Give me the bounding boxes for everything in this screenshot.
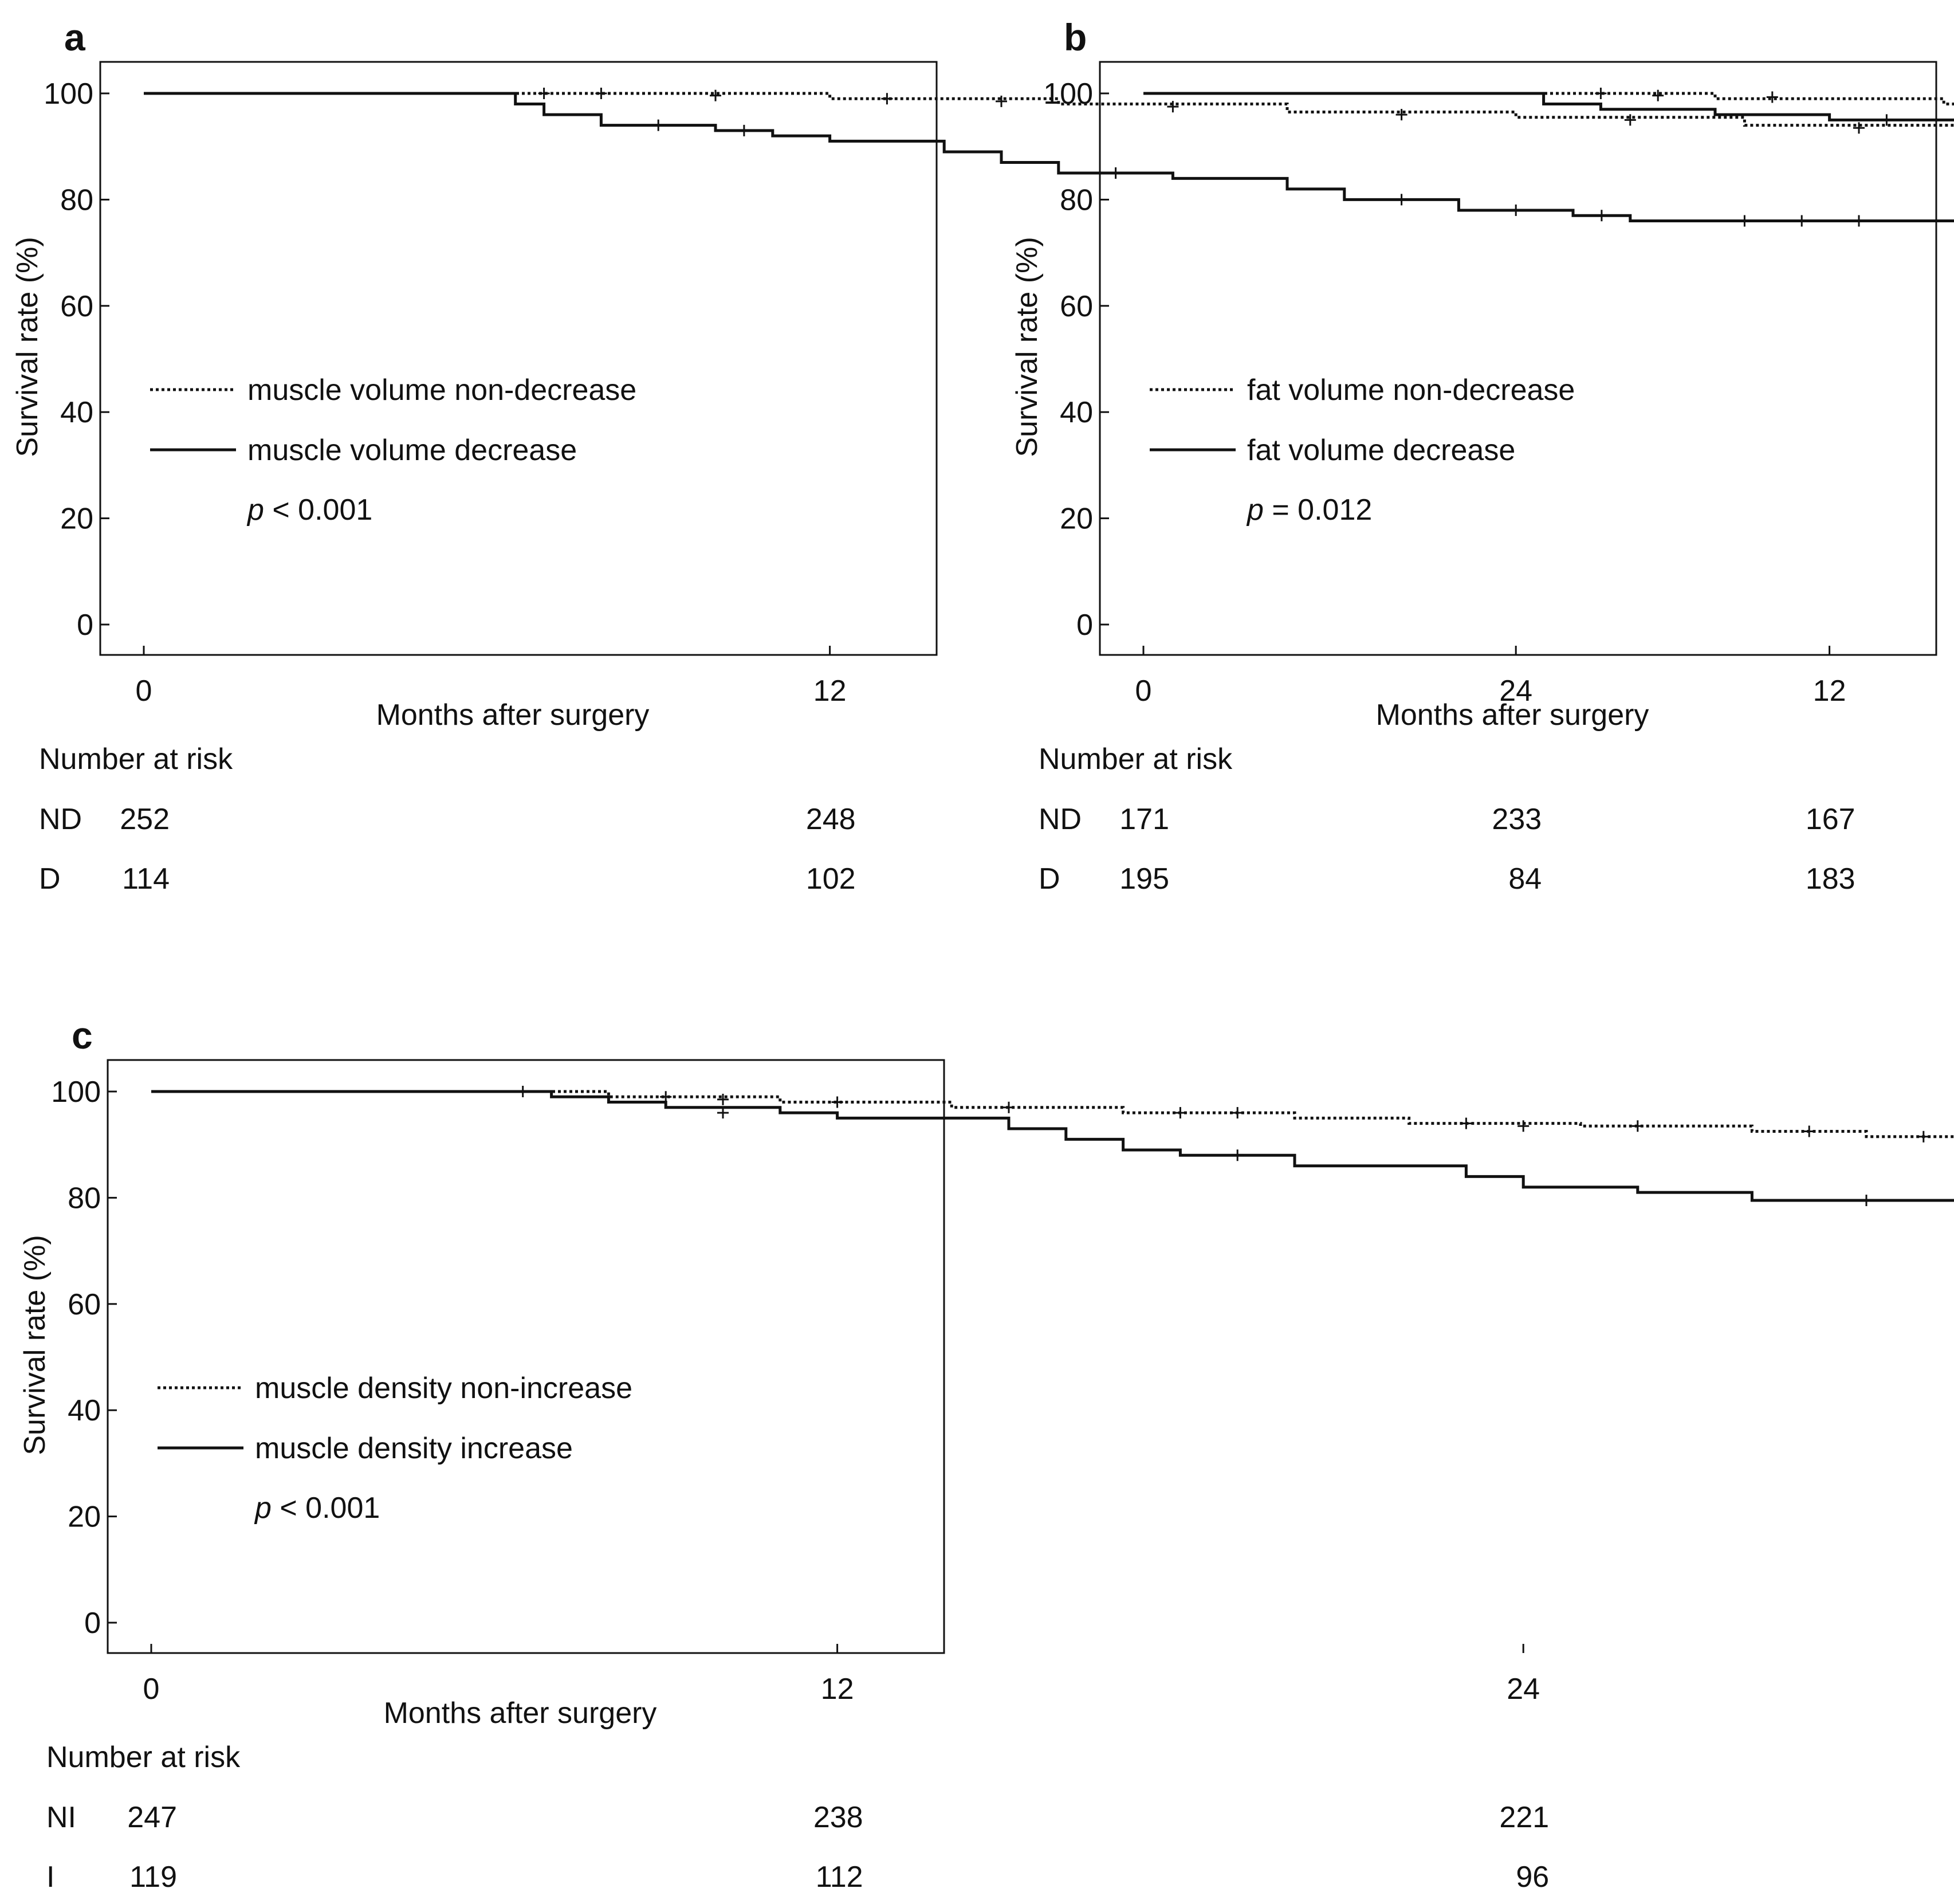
risk-row-label: ND — [39, 803, 82, 836]
series-line-dotted — [144, 92, 1954, 127]
risk-count: 102 — [806, 862, 856, 896]
p-value-annotation: p < 0.001 — [246, 493, 372, 527]
x-tick-label: 12 — [1813, 674, 1846, 708]
p-symbol: p — [1246, 493, 1264, 527]
risk-count: 96 — [1516, 1860, 1549, 1894]
y-axis-title: Survival rate (%) — [18, 1235, 52, 1455]
panel-label: b — [1064, 16, 1087, 58]
x-axis-title: Months after surgery — [1376, 698, 1649, 732]
p-symbol: p — [246, 493, 264, 527]
legend-label: muscle volume non-decrease — [247, 374, 636, 407]
risk-count: 183 — [1806, 862, 1855, 896]
series-line-solid — [151, 1090, 1954, 1202]
p-value-annotation: p < 0.001 — [254, 1491, 380, 1525]
risk-count: 167 — [1806, 803, 1855, 836]
plot-area — [1099, 61, 1937, 656]
panel-c: c02040608010001224364860Months after sur… — [18, 1014, 1954, 1894]
x-tick-label: 24 — [1499, 674, 1532, 708]
risk-count: 252 — [120, 803, 170, 836]
series-line-solid — [144, 92, 1954, 222]
y-tick-label: 80 — [68, 1181, 101, 1215]
plot-area — [107, 1059, 945, 1654]
x-tick-label: 0 — [136, 674, 152, 708]
risk-row-label: D — [1039, 862, 1060, 896]
risk-count: 195 — [1119, 862, 1169, 896]
y-tick-label: 60 — [1060, 290, 1093, 323]
y-tick-label: 0 — [77, 609, 93, 642]
series-line-dotted — [1143, 92, 1954, 106]
p-symbol: p — [254, 1491, 272, 1525]
y-tick-label: 80 — [1060, 183, 1093, 217]
x-tick-label: 24 — [1507, 1673, 1540, 1706]
panel-b: b02040608010001224364860Months after sur… — [1011, 16, 1954, 896]
y-axis-title: Survival rate (%) — [1011, 237, 1044, 457]
panel-label: a — [64, 16, 86, 58]
y-tick-label: 100 — [44, 77, 93, 111]
risk-table-title: Number at risk — [1039, 743, 1233, 776]
risk-count: 114 — [122, 862, 170, 896]
x-tick-label: 12 — [821, 1673, 854, 1706]
x-tick-label: 12 — [813, 674, 847, 708]
risk-count: 238 — [813, 1801, 863, 1834]
risk-row-label: NI — [46, 1801, 76, 1834]
risk-count: 171 — [1119, 803, 1169, 836]
p-value: < 0.001 — [272, 1491, 380, 1525]
risk-count: 84 — [1508, 862, 1542, 896]
panel-label: c — [72, 1014, 93, 1057]
risk-count: 221 — [1499, 1801, 1549, 1834]
y-tick-label: 100 — [51, 1075, 101, 1109]
y-tick-label: 20 — [68, 1501, 101, 1534]
risk-count: 119 — [129, 1860, 177, 1894]
x-tick-label: 0 — [143, 1673, 160, 1706]
y-tick-label: 60 — [68, 1288, 101, 1321]
risk-row-label: I — [46, 1860, 54, 1894]
y-tick-label: 80 — [60, 183, 93, 217]
p-value: < 0.001 — [264, 493, 372, 527]
y-tick-label: 20 — [60, 503, 93, 536]
risk-count: 112 — [816, 1860, 863, 1894]
p-value-annotation: p = 0.012 — [1246, 493, 1372, 527]
y-tick-label: 20 — [1060, 503, 1093, 536]
plot-area — [99, 61, 938, 656]
y-tick-label: 60 — [60, 290, 93, 323]
panel-a: a02040608010001224364860Months after sur… — [11, 16, 1954, 896]
y-tick-label: 100 — [1043, 77, 1093, 111]
risk-row-label: ND — [1039, 803, 1082, 836]
legend-label: muscle density increase — [255, 1432, 573, 1465]
legend-label: fat volume decrease — [1247, 434, 1515, 467]
y-tick-label: 0 — [1076, 609, 1093, 642]
x-tick-label: 0 — [1135, 674, 1152, 708]
risk-count: 247 — [127, 1801, 177, 1834]
y-tick-label: 0 — [84, 1607, 101, 1640]
risk-row-label: D — [39, 862, 61, 896]
series-line-dotted — [151, 1090, 1954, 1139]
y-tick-label: 40 — [68, 1394, 101, 1427]
p-value: = 0.012 — [1264, 493, 1372, 527]
x-axis-title: Months after surgery — [384, 1697, 657, 1730]
legend-label: fat volume non-decrease — [1247, 374, 1575, 407]
x-axis-title: Months after surgery — [376, 698, 650, 732]
y-tick-label: 40 — [60, 396, 93, 429]
legend-label: muscle density non-increase — [255, 1372, 632, 1405]
y-axis-title: Survival rate (%) — [11, 237, 44, 457]
risk-count: 248 — [806, 803, 856, 836]
risk-count: 233 — [1492, 803, 1542, 836]
legend-label: muscle volume decrease — [247, 434, 577, 467]
risk-table-title: Number at risk — [39, 743, 233, 776]
y-tick-label: 40 — [1060, 396, 1093, 429]
risk-table-title: Number at risk — [46, 1741, 241, 1774]
